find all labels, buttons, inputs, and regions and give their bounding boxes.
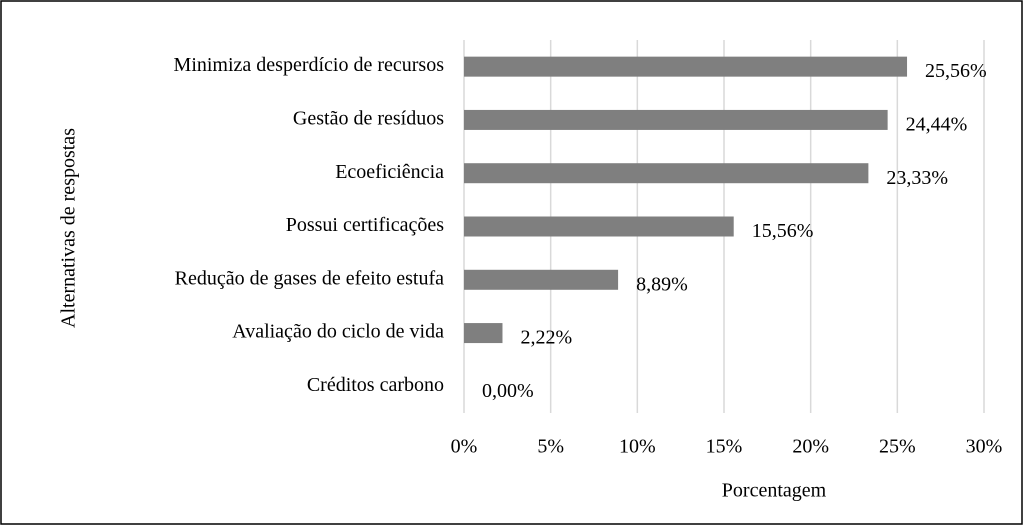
bar [464,56,908,77]
y-tick-label: Redução de gases de efeito estufa [175,267,444,289]
x-tick-label: 20% [792,436,829,458]
y-tick-label: Possui certificações [286,214,444,236]
x-tick-label: 5% [537,436,564,458]
value-label: 2,22% [520,327,572,349]
y-tick-label: Ecoeficiência [335,161,444,183]
y-tick-label: Minimiza desperdício de recursos [174,54,445,76]
x-axis-title: Porcentagem [722,480,827,502]
value-label: 15,56% [752,220,814,242]
bar [464,269,619,290]
x-tick-label: 25% [879,436,916,458]
value-label: 25,56% [925,60,987,82]
y-tick-label: Créditos carbono [307,374,444,396]
y-tick-label: Avaliação do ciclo de vida [232,321,444,343]
y-tick-label: Gestão de resíduos [293,108,444,130]
value-label: 8,89% [636,273,688,295]
x-tick-label: 0% [451,436,478,458]
bar [464,109,888,130]
bar [464,323,503,344]
x-tick-label: 15% [706,436,743,458]
x-tick-label: 30% [966,436,1003,458]
value-label: 23,33% [886,167,948,189]
x-tick-label: 10% [619,436,656,458]
y-axis-title: Alternativas de respostas [58,128,80,328]
bar [464,163,869,184]
value-label: 0,00% [482,380,534,402]
value-label: 24,44% [906,114,968,136]
bar [464,216,734,237]
